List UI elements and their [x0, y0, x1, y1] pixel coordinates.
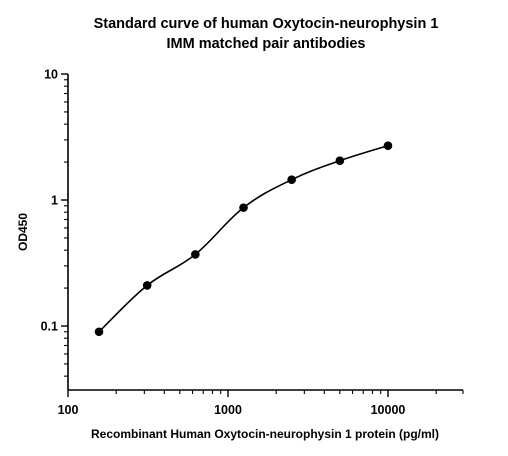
data-point	[142, 281, 152, 290]
data-point	[383, 141, 393, 150]
x-tick-label: 1000	[214, 403, 242, 417]
y-tick-label: 1	[51, 194, 58, 208]
fit-curve	[98, 144, 389, 333]
data-point	[287, 175, 296, 184]
y-tick-label: 0.1	[41, 320, 58, 334]
data-point	[191, 250, 200, 259]
plot-area: 100 1000 10000 0.1 1 10	[41, 68, 464, 417]
data-point	[239, 203, 248, 212]
data-point	[335, 156, 345, 166]
chart-title-line-2: IMM matched pair antibodies	[167, 36, 366, 52]
chart-title-line-1: Standard curve of human Oxytocin-neuroph…	[94, 16, 439, 32]
x-axis-label: Recombinant Human Oxytocin-neurophysin 1…	[91, 427, 439, 441]
axis-ticks: 100 1000 10000 0.1 1 10	[41, 68, 464, 417]
y-axis-label: OD450	[16, 213, 30, 251]
data-points	[94, 141, 393, 337]
data-point	[94, 327, 104, 337]
x-tick-label: 10000	[371, 403, 406, 417]
y-tick-label: 10	[44, 68, 58, 82]
x-tick-label: 100	[58, 403, 79, 417]
